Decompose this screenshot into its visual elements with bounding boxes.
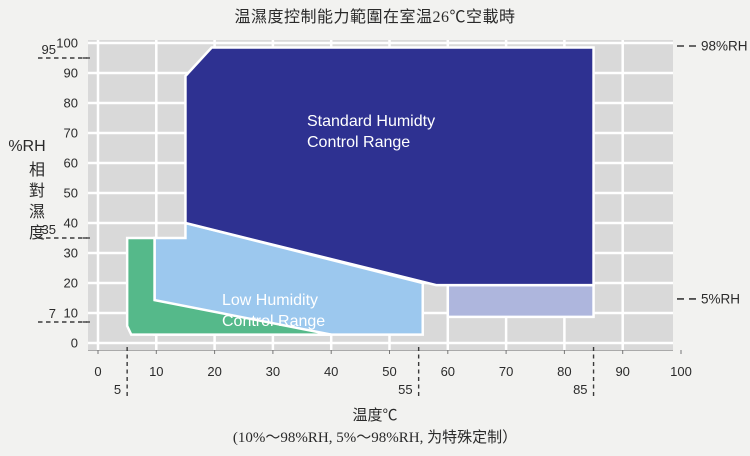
right-marker-label: 98%RH: [701, 39, 748, 54]
y-tick-label: 0: [71, 336, 78, 351]
y-tick-label: 20: [64, 276, 78, 291]
x-tick-label: 20: [207, 364, 221, 379]
y-tick-label: 50: [64, 186, 78, 201]
y-marker-label: 95: [42, 42, 56, 57]
low-range-label-line1: Low Humidity: [222, 292, 318, 309]
y-axis-unit-label: %RH: [8, 138, 46, 155]
y-axis-title-char: 相: [28, 162, 45, 179]
y-tick-label: 10: [64, 306, 78, 321]
x-marker-label: 85: [573, 382, 587, 397]
standard-humidity-range-region: [184, 46, 595, 287]
y-tick-label: 30: [64, 246, 78, 261]
y-marker-label: 35: [42, 222, 56, 237]
y-tick-label: 80: [64, 96, 78, 111]
y-axis-title: 相 對 濕 度: [26, 160, 48, 244]
green-range-region: [125, 236, 332, 336]
y-tick-label: 90: [64, 66, 78, 81]
low-range-label-line2: Control Range: [222, 313, 325, 330]
x-tick-label: 80: [557, 364, 571, 379]
y-axis-title-char: 對: [28, 183, 45, 200]
right-marker-label: 5%RH: [701, 291, 740, 306]
x-tick-label: 0: [94, 364, 101, 379]
x-tick-label: 100: [670, 364, 692, 379]
chart-title: 温濕度控制能力範圍在室温26℃空載時: [234, 9, 516, 26]
x-marker-label: 55: [398, 382, 412, 397]
y-tick-label: 60: [64, 156, 78, 171]
x-tick-label: 60: [441, 364, 455, 379]
range-regions: [125, 46, 595, 336]
y-tick-label: 70: [64, 126, 78, 141]
standard-range-label-line1: Standard Humidty: [307, 113, 435, 130]
y-tick-label: 100: [56, 36, 78, 51]
y-axis-title-char: 度: [28, 225, 45, 242]
x-tick-label: 40: [324, 364, 338, 379]
x-tick-label: 70: [499, 364, 513, 379]
y-axis-title-char: 濕: [28, 204, 45, 221]
standard-range-label-line2: Control Range: [307, 134, 410, 151]
x-tick-label: 10: [149, 364, 163, 379]
x-axis-title: 温度℃: [352, 408, 398, 424]
y-tick-label: 40: [64, 216, 78, 231]
x-tick-label: 90: [615, 364, 629, 379]
x-marker-label: 5: [114, 382, 121, 397]
extended-5rh-range-region: [446, 283, 595, 319]
x-tick-label: 50: [382, 364, 396, 379]
x-tick-label: 30: [266, 364, 280, 379]
y-marker-label: 7: [49, 306, 56, 321]
footnote: (10%～98%RH, 5%～98%RH, 为特殊定制）: [232, 430, 518, 446]
